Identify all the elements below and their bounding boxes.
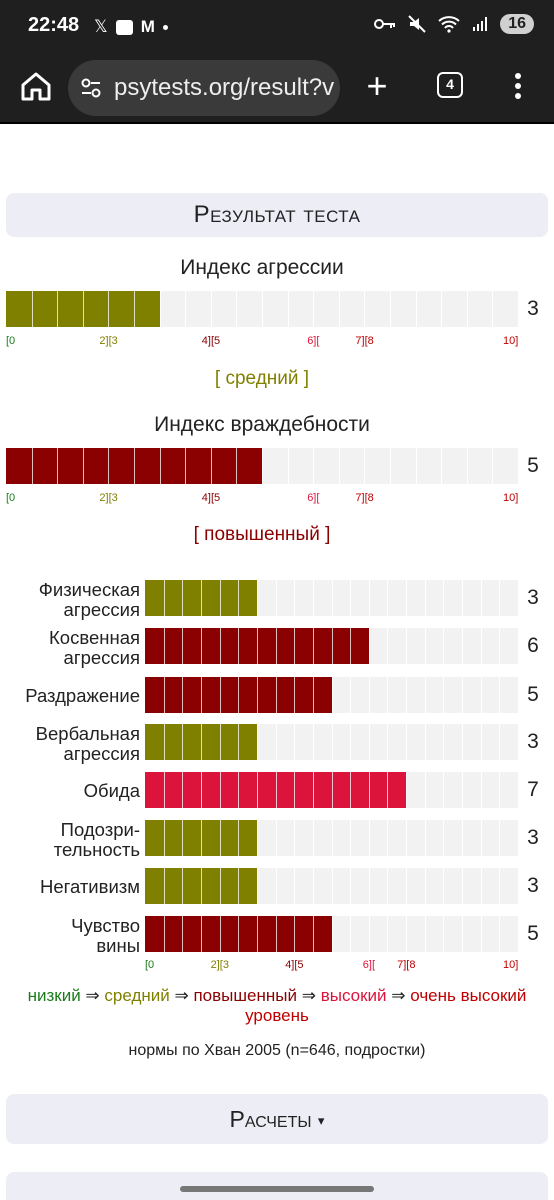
subscale-value: 7 — [527, 778, 539, 801]
dot-icon — [162, 24, 168, 30]
scale-tick-label: 4][5 — [285, 959, 304, 971]
legend-arrow: ⇒ — [391, 986, 406, 1005]
legend-arrow: ⇒ — [301, 986, 316, 1005]
subscale-bar — [145, 868, 518, 904]
subscale-label: Раздражение — [25, 685, 140, 706]
gesture-bar — [180, 1186, 374, 1192]
wifi-icon — [438, 16, 460, 33]
hostility-level: [ повышенный ] — [193, 524, 331, 545]
scale-tick-label: 7][8 — [397, 959, 416, 971]
scale-tick-label: [0 — [6, 335, 16, 347]
legend-high: высокий — [320, 986, 387, 1005]
subscale-bar — [145, 772, 518, 808]
scale-tick-label: [0 — [6, 492, 16, 504]
battery-level: 16 — [500, 14, 534, 34]
subscale-label: Физическая агрессия — [38, 579, 140, 620]
tab-switcher-button[interactable]: 4 — [437, 72, 463, 98]
legend-low: низкий — [27, 986, 81, 1005]
subscale-label: Обида — [83, 780, 140, 801]
subscale-value: 5 — [527, 922, 539, 945]
scale-tick-label: 4][5 — [201, 492, 221, 504]
scale-tick-label: 2][3 — [99, 335, 118, 347]
hostility-scale-ticks: [0 2][3 4][5 6][ 7][8 10] — [6, 492, 518, 508]
scale-tick-label: 10] — [503, 335, 519, 347]
legend-elevated: повышенный — [193, 986, 297, 1005]
aggression-scale-ticks: [0 2][3 4][5 6][ 7][8 10] — [6, 335, 518, 351]
calculations-toggle[interactable]: Расчеты ▾ — [6, 1094, 548, 1144]
subscale-label: Подозри-тельность — [53, 819, 140, 860]
level-legend: низкий ⇒ средний ⇒ повышенный ⇒ высокий … — [20, 986, 534, 1026]
scale-tick-label: [0 — [145, 959, 155, 971]
more-menu-icon[interactable] — [510, 70, 526, 102]
subscale-label: Вербальная агрессия — [35, 723, 140, 764]
scale-tick-label: 10] — [503, 959, 519, 971]
subscale-bar — [145, 628, 518, 664]
system-icons: 16 — [374, 14, 534, 34]
subscale-value: 3 — [527, 586, 539, 609]
notification-icons: 𝕏 M — [94, 17, 168, 37]
status-bar: 22:48 𝕏 M 16 — [0, 0, 554, 54]
gmail-icon: M — [140, 17, 155, 36]
subscale-value: 5 — [527, 683, 539, 706]
new-tab-icon[interactable]: + — [366, 65, 388, 106]
scale-tick-label: 2][3 — [99, 492, 118, 504]
scale-tick-label: 7][8 — [355, 492, 374, 504]
scale-tick-label: 4][5 — [201, 335, 221, 347]
hostility-index-title: Индекс враждебности — [154, 413, 370, 436]
subscale-value: 6 — [527, 634, 539, 657]
hostility-index-bar — [6, 448, 518, 484]
subscale-label: Косвенная агрессия — [49, 627, 140, 668]
subscales-scale-ticks: [0 2][3 4][5 6][ 7][8 10] — [145, 959, 518, 975]
mute-icon — [408, 15, 426, 33]
subscale-value: 3 — [527, 730, 539, 753]
address-bar[interactable]: psytests.org/result?v — [68, 60, 340, 116]
subscale-value: 3 — [527, 826, 539, 849]
scale-tick-label: 6][ — [307, 492, 320, 504]
scale-tick-label: 10] — [503, 492, 519, 504]
status-time: 22:48 — [28, 14, 80, 36]
home-icon[interactable] — [18, 68, 54, 104]
scale-tick-label: 2][3 — [210, 959, 229, 971]
legend-arrow: ⇒ — [174, 986, 189, 1005]
subscale-bar — [145, 820, 518, 856]
browser-toolbar: psytests.org/result?v + 4 — [0, 54, 554, 124]
subscale-value: 3 — [527, 874, 539, 897]
aggression-index-value: 3 — [527, 297, 539, 320]
legend-very-high: очень высокий уровень — [245, 986, 527, 1025]
subscale-bar — [145, 916, 518, 952]
notes-icon — [115, 19, 133, 35]
calculations-label: Расчеты — [229, 1106, 312, 1132]
subscale-label: Чувство вины — [71, 915, 140, 956]
scale-tick-label: 7][8 — [355, 335, 374, 347]
subscale-bar — [145, 580, 518, 616]
hostility-index-value: 5 — [527, 454, 539, 477]
subscale-label: Негативизм — [39, 876, 140, 897]
aggression-index-bar — [6, 291, 518, 327]
legend-medium: средний — [104, 986, 170, 1005]
site-settings-icon[interactable] — [80, 77, 102, 99]
url-text: psytests.org/result?v — [114, 74, 335, 101]
subscale-bar — [145, 724, 518, 760]
norms-note: нормы по Хван 2005 (n=646, подростки) — [128, 1042, 426, 1059]
legend-arrow: ⇒ — [85, 986, 100, 1005]
scale-tick-label: 6][ — [307, 335, 320, 347]
signal-icon — [473, 17, 488, 31]
aggression-index-title: Индекс агрессии — [180, 256, 344, 279]
scale-tick-label: 6][ — [362, 959, 376, 971]
key-icon — [374, 19, 396, 29]
aggression-level: [ средний ] — [214, 368, 310, 389]
result-header: Результат теста — [6, 193, 548, 237]
x-icon: 𝕏 — [94, 17, 108, 36]
subscale-bar — [145, 677, 518, 713]
chevron-down-icon: ▾ — [317, 1112, 325, 1128]
